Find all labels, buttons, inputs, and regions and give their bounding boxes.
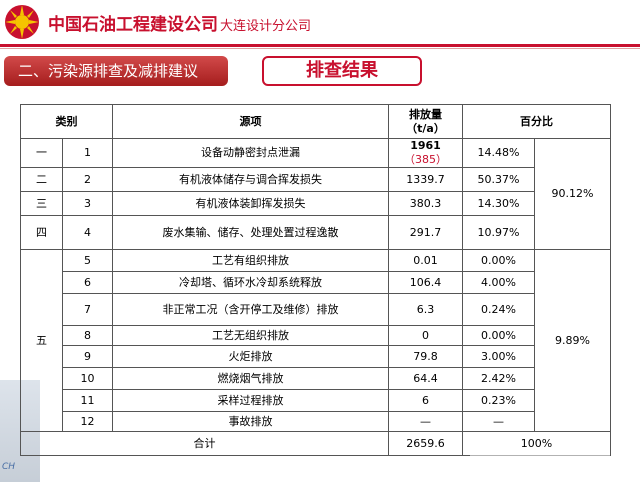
- cell-emission: 0.01: [388, 249, 463, 272]
- page-title: 排查结果: [262, 56, 422, 86]
- cell-category: 二: [20, 167, 63, 192]
- cell-emission: —: [388, 411, 463, 432]
- cell-percent: 50.37%: [462, 167, 535, 192]
- cell-source: 非正常工况（含开停工及维修）排放: [112, 293, 389, 326]
- emission-main: 1961: [410, 139, 441, 153]
- table-header-row: 类别 源项 排放量 （t/a） 百分比: [20, 104, 611, 139]
- cell-source: 工艺有组织排放: [112, 249, 389, 272]
- cell-total-emission: 2659.6: [388, 431, 463, 456]
- header-source: 源项: [112, 104, 389, 139]
- cell-category: 三: [20, 191, 63, 216]
- cell-total-percent: 100%: [462, 431, 611, 456]
- cell-no: 5: [62, 249, 113, 272]
- header-percent: 百分比: [462, 104, 611, 139]
- cell-emission: 64.4: [388, 367, 463, 390]
- cell-emission: 1961（385）: [388, 138, 463, 168]
- cell-source: 设备动静密封点泄漏: [112, 138, 389, 168]
- table-row: 一 1 设备动静密封点泄漏 1961（385） 14.48% 90.12%: [20, 138, 611, 250]
- cell-emission: 1339.7: [388, 167, 463, 192]
- emission-paren: （385）: [404, 153, 447, 166]
- cell-no: 7: [62, 293, 113, 326]
- cell-no: 6: [62, 271, 113, 294]
- cell-no: 8: [62, 325, 113, 346]
- cell-no: 10: [62, 367, 113, 390]
- cell-no: 3: [62, 191, 113, 216]
- header-emission-line1: 排放量: [409, 107, 442, 121]
- cell-emission: 6: [388, 389, 463, 412]
- cell-source: 燃烧烟气排放: [112, 367, 389, 390]
- table-row: 9 火炬排放 79.8 3.00%: [21, 345, 611, 368]
- header-divider: [0, 44, 640, 47]
- cell-emission: 291.7: [388, 215, 463, 250]
- cell-category: 四: [20, 215, 63, 250]
- table-row: 三 3 有机液体装卸挥发损失 380.3 14.30%: [20, 191, 611, 216]
- cell-percent: 3.00%: [462, 345, 535, 368]
- watermark-overlay: [470, 452, 610, 476]
- header-emission: 排放量 （t/a）: [388, 104, 463, 139]
- cell-source: 工艺无组织排放: [112, 325, 389, 346]
- table-row: 11 采样过程排放 6 0.23%: [21, 389, 611, 412]
- header-emission-line2: （t/a）: [406, 121, 445, 135]
- table-row: 6 冷却塔、循环水冷却系统释放 106.4 4.00%: [21, 271, 611, 294]
- table-row: 12 事故排放 — —: [21, 411, 611, 432]
- table-row: 五 5 工艺有组织排放 0.01 0.00% 9.89%: [20, 249, 611, 432]
- company-main: 中国石油工程建设公司: [48, 15, 218, 35]
- cell-source: 采样过程排放: [112, 389, 389, 412]
- cell-category: 一: [20, 138, 63, 168]
- cell-percent: 0.24%: [462, 293, 535, 326]
- header-divider-thin: [0, 48, 640, 49]
- cell-emission: 79.8: [388, 345, 463, 368]
- table-row: 8 工艺无组织排放 0 0.00%: [21, 325, 611, 346]
- cell-group1-total: 90.12%: [534, 138, 611, 250]
- cell-source: 冷却塔、循环水冷却系统释放: [112, 271, 389, 294]
- company-logo-icon: [5, 5, 39, 39]
- cell-no: 9: [62, 345, 113, 368]
- cell-percent: 0.00%: [462, 249, 535, 272]
- cell-emission: 6.3: [388, 293, 463, 326]
- cell-emission: 380.3: [388, 191, 463, 216]
- cell-percent: 4.00%: [462, 271, 535, 294]
- cell-emission: 106.4: [388, 271, 463, 294]
- cell-percent: 0.23%: [462, 389, 535, 412]
- header: 中国石油工程建设公司 大连设计分公司: [0, 0, 640, 44]
- header-category: 类别: [20, 104, 113, 139]
- emission-table: 类别 源项 排放量 （t/a） 百分比 一 1 设备动静密封点泄漏 1961（3…: [20, 104, 611, 456]
- footer-mark: CH: [2, 462, 16, 472]
- cell-percent: 14.48%: [462, 138, 535, 168]
- cell-total-label: 合计: [20, 431, 389, 456]
- company-name: 中国石油工程建设公司 大连设计分公司: [48, 10, 311, 35]
- cell-percent: —: [462, 411, 535, 432]
- cell-no: 11: [62, 389, 113, 412]
- cell-source: 废水集输、储存、处理处置过程逸散: [112, 215, 389, 250]
- cell-emission: 0: [388, 325, 463, 346]
- table-row: 7 非正常工况（含开停工及维修）排放 6.3 0.24%: [21, 293, 611, 326]
- cell-source: 事故排放: [112, 411, 389, 432]
- cell-group2-total: 9.89%: [534, 249, 611, 432]
- cell-no: 2: [62, 167, 113, 192]
- table-total-row: 合计 2659.6 100%: [20, 431, 611, 456]
- cell-no: 4: [62, 215, 113, 250]
- cell-percent: 10.97%: [462, 215, 535, 250]
- cell-category: 五: [20, 249, 63, 432]
- cell-no: 1: [62, 138, 113, 168]
- cell-source: 有机液体储存与调合挥发损失: [112, 167, 389, 192]
- cell-source: 有机液体装卸挥发损失: [112, 191, 389, 216]
- cell-percent: 0.00%: [462, 325, 535, 346]
- cell-percent: 2.42%: [462, 367, 535, 390]
- company-sub: 大连设计分公司: [220, 19, 312, 34]
- cell-percent: 14.30%: [462, 191, 535, 216]
- table-row: 四 4 废水集输、储存、处理处置过程逸散 291.7 10.97%: [20, 215, 611, 250]
- table-row: 10 燃烧烟气排放 64.4 2.42%: [21, 367, 611, 390]
- section-label: 二、污染源排查及减排建议: [4, 56, 228, 86]
- table-row: 二 2 有机液体储存与调合挥发损失 1339.7 50.37%: [20, 167, 611, 192]
- cell-no: 12: [62, 411, 113, 432]
- cell-source: 火炬排放: [112, 345, 389, 368]
